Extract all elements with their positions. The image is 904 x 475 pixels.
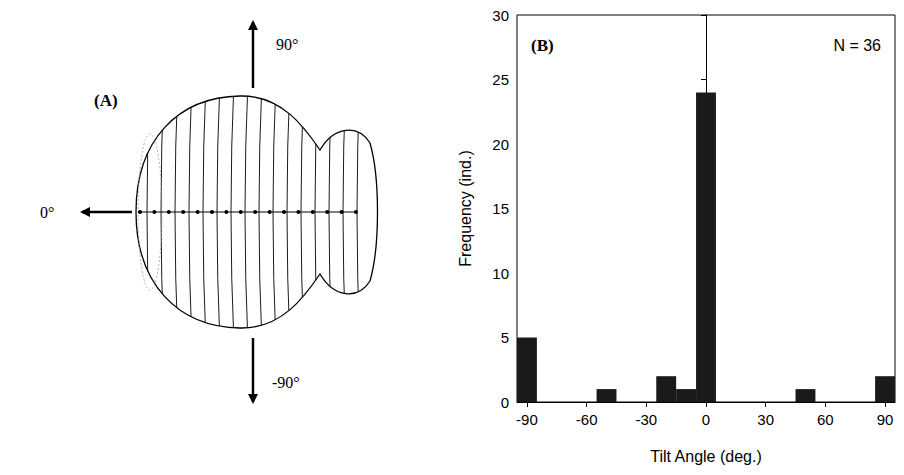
svg-text:-90: -90 bbox=[516, 411, 538, 428]
svg-text:30: 30 bbox=[492, 7, 509, 24]
svg-text:25: 25 bbox=[492, 71, 509, 88]
svg-text:Tilt Angle (deg.): Tilt Angle (deg.) bbox=[650, 448, 761, 465]
svg-text:(A): (A) bbox=[94, 91, 118, 110]
svg-text:10: 10 bbox=[492, 265, 509, 282]
svg-text:(B): (B) bbox=[531, 36, 554, 55]
svg-text:-90°: -90° bbox=[272, 374, 300, 391]
svg-text:15: 15 bbox=[492, 200, 509, 217]
svg-text:Frequency (ind.): Frequency (ind.) bbox=[457, 150, 474, 267]
svg-text:90: 90 bbox=[877, 411, 894, 428]
svg-text:5: 5 bbox=[501, 329, 509, 346]
svg-text:N = 36: N = 36 bbox=[833, 37, 881, 54]
svg-text:0°: 0° bbox=[40, 204, 54, 221]
svg-text:0: 0 bbox=[501, 394, 509, 411]
svg-text:90°: 90° bbox=[276, 36, 298, 53]
svg-text:60: 60 bbox=[817, 411, 834, 428]
svg-text:20: 20 bbox=[492, 136, 509, 153]
svg-text:-30: -30 bbox=[635, 411, 657, 428]
svg-text:0: 0 bbox=[702, 411, 710, 428]
svg-text:30: 30 bbox=[757, 411, 774, 428]
svg-text:-60: -60 bbox=[576, 411, 598, 428]
